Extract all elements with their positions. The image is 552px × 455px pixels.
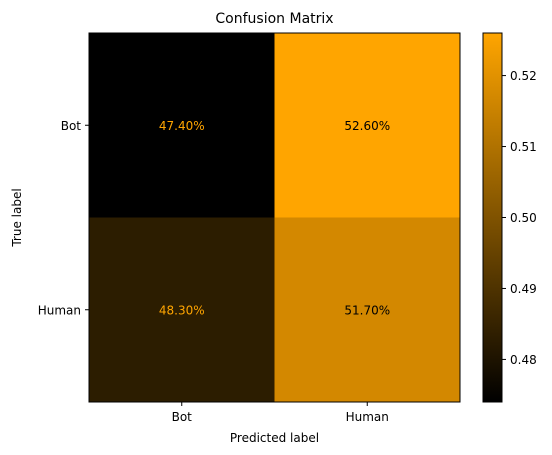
colorbar [482, 32, 503, 403]
y-axis-ticks: Bot Human [38, 119, 89, 317]
heatmap-cell [89, 217, 275, 403]
x-tick-label: Human [346, 410, 389, 424]
heatmap-cell-labels: 47.40% 52.60% 48.30% 51.70% [159, 119, 390, 318]
colorbar-tick-label: 0.50 [510, 211, 537, 225]
cell-value-label: 47.40% [159, 119, 205, 133]
y-tick-label: Human [38, 303, 81, 317]
colorbar-tick-label: 0.51 [510, 140, 537, 154]
x-tick-label: Bot [172, 410, 193, 424]
plot-frame [88, 32, 461, 403]
x-axis-label: Predicted label [230, 431, 319, 445]
x-axis-ticks: Bot Human [172, 402, 389, 424]
colorbar-ticks: 0.48 0.49 0.50 0.51 0.52 [502, 69, 537, 367]
heatmap-cells [89, 33, 461, 403]
cell-value-label: 52.60% [344, 119, 390, 133]
colorbar-tick-label: 0.52 [510, 69, 537, 83]
chart-title: Confusion Matrix [215, 11, 333, 27]
colorbar-tick-label: 0.48 [510, 353, 537, 367]
colorbar-tick-label: 0.49 [510, 282, 537, 296]
cell-value-label: 51.70% [344, 303, 390, 317]
y-tick-label: Bot [61, 119, 82, 133]
cell-value-label: 48.30% [159, 303, 205, 317]
heatmap-cell [274, 217, 461, 403]
heatmap-cell [89, 33, 275, 218]
heatmap-cell [274, 33, 461, 218]
y-axis-label: True label [10, 188, 24, 247]
